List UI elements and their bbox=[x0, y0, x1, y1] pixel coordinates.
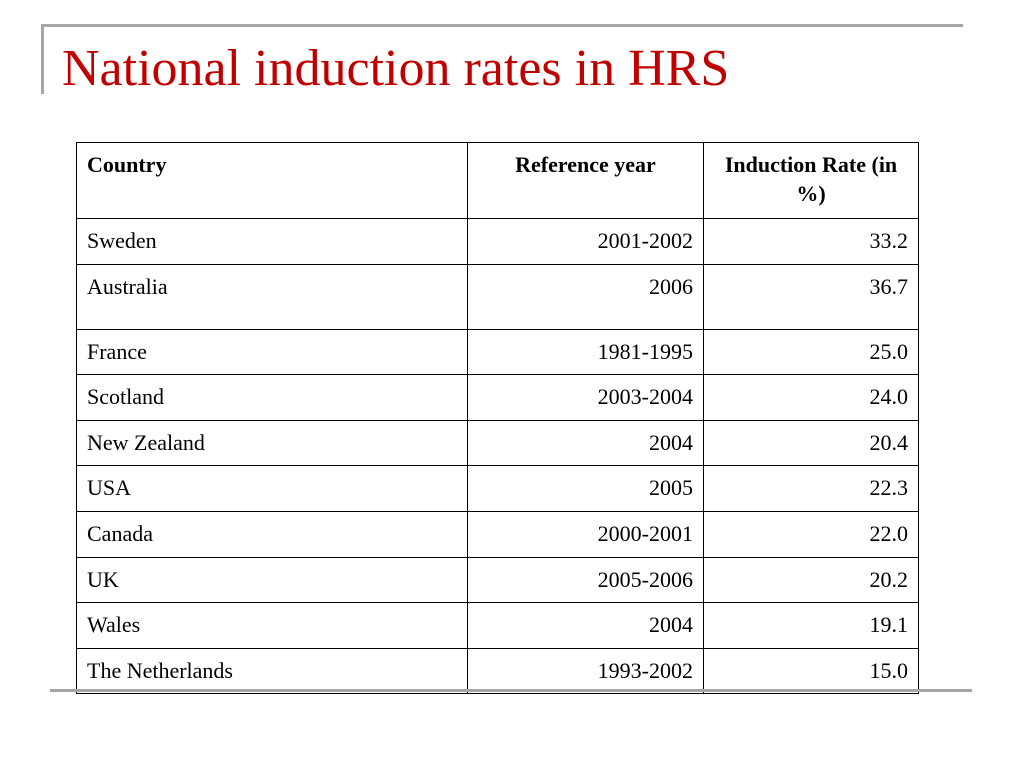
cell-year: 2003-2004 bbox=[467, 374, 704, 421]
cell-year: 2005 bbox=[467, 465, 704, 512]
bottom-rule-line bbox=[50, 689, 972, 692]
cell-year: 2004 bbox=[467, 602, 704, 649]
cell-country: Canada bbox=[76, 510, 468, 558]
cell-rate: 22.3 bbox=[703, 465, 919, 512]
cell-year: 2006 bbox=[467, 263, 704, 330]
cell-year: 2005-2006 bbox=[467, 556, 704, 604]
cell-rate: 25.0 bbox=[703, 328, 919, 376]
table-row: Scotland 2003-2004 24.0 bbox=[76, 374, 919, 421]
slide-title: National induction rates in HRS bbox=[62, 40, 730, 97]
cell-rate: 33.2 bbox=[703, 218, 919, 265]
cell-country: Scotland bbox=[76, 374, 468, 421]
cell-rate: 19.1 bbox=[703, 602, 919, 649]
cell-rate: 36.7 bbox=[703, 263, 919, 330]
cell-year: 1981-1995 bbox=[467, 328, 704, 376]
table-row: Canada 2000-2001 22.0 bbox=[76, 510, 919, 558]
cell-country: The Netherlands bbox=[76, 647, 468, 695]
cell-rate: 22.0 bbox=[703, 510, 919, 558]
cell-rate: 24.0 bbox=[703, 374, 919, 421]
cell-rate: 20.2 bbox=[703, 556, 919, 604]
header-country: Country bbox=[76, 142, 468, 219]
cell-rate: 15.0 bbox=[703, 647, 919, 695]
cell-country: New Zealand bbox=[76, 419, 468, 467]
cell-rate: 20.4 bbox=[703, 419, 919, 467]
table-row: Australia 2006 36.7 bbox=[76, 263, 919, 330]
table-row: Wales 2004 19.1 bbox=[76, 602, 919, 649]
left-rule-line bbox=[41, 24, 44, 94]
cell-country: UK bbox=[76, 556, 468, 604]
top-rule-line bbox=[43, 24, 963, 27]
cell-year: 1993-2002 bbox=[467, 647, 704, 695]
cell-country: Wales bbox=[76, 602, 468, 649]
table-row: UK 2005-2006 20.2 bbox=[76, 556, 919, 604]
header-reference-year: Reference year bbox=[467, 142, 704, 219]
cell-country: Sweden bbox=[76, 218, 468, 265]
cell-year: 2001-2002 bbox=[467, 218, 704, 265]
table-row: Sweden 2001-2002 33.2 bbox=[76, 218, 919, 265]
table-row: New Zealand 2004 20.4 bbox=[76, 419, 919, 467]
cell-year: 2000-2001 bbox=[467, 510, 704, 558]
table-header-row: Country Reference year Induction Rate (i… bbox=[76, 142, 919, 219]
table-row: France 1981-1995 25.0 bbox=[76, 328, 919, 376]
cell-country: USA bbox=[76, 465, 468, 512]
table-row: The Netherlands 1993-2002 15.0 bbox=[76, 647, 919, 695]
table-row: USA 2005 22.3 bbox=[76, 465, 919, 512]
cell-country: France bbox=[76, 328, 468, 376]
header-induction-rate: Induction Rate (in %) bbox=[703, 142, 919, 219]
induction-rates-table: Country Reference year Induction Rate (i… bbox=[76, 142, 919, 695]
cell-year: 2004 bbox=[467, 419, 704, 467]
cell-country: Australia bbox=[76, 263, 468, 330]
